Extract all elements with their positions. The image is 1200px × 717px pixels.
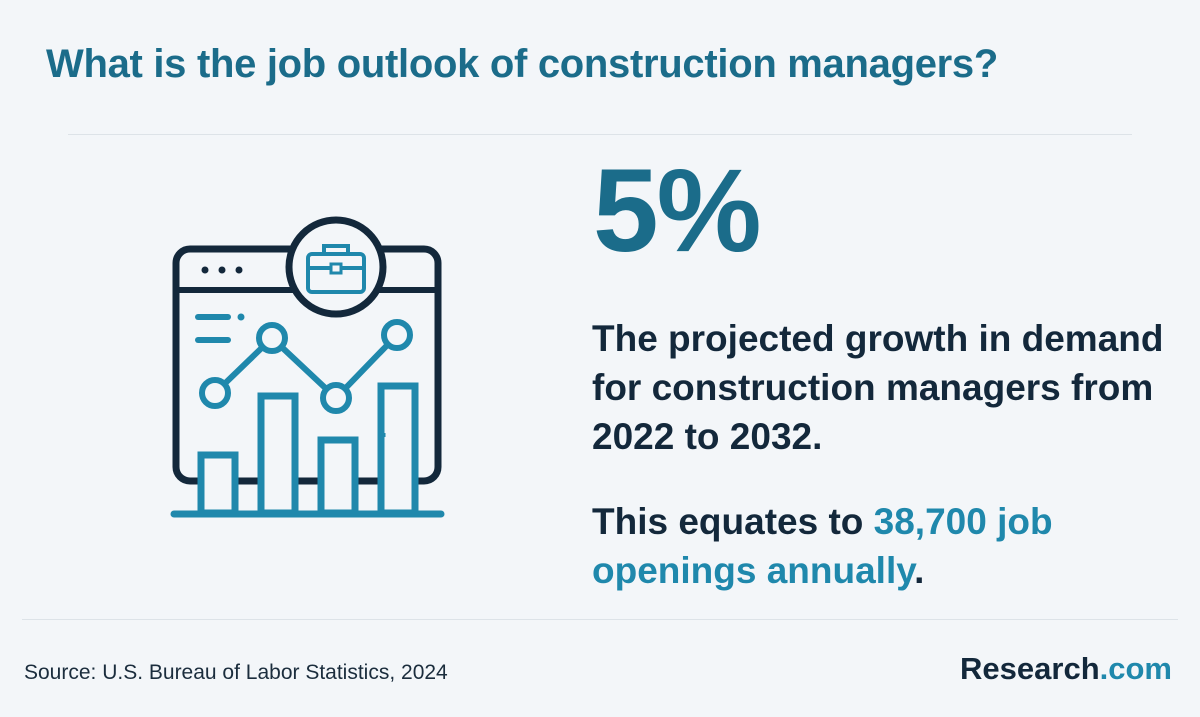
bottom-divider bbox=[22, 619, 1178, 620]
top-divider bbox=[68, 134, 1132, 135]
growth-description: The projected growth in demand for const… bbox=[592, 318, 1164, 457]
source-citation: Source: U.S. Bureau of Labor Statistics,… bbox=[24, 661, 448, 684]
page-title: What is the job outlook of construction … bbox=[46, 42, 998, 86]
growth-percentage: 5% bbox=[593, 145, 762, 277]
window-dots-icon bbox=[201, 266, 243, 274]
trend-line-icon bbox=[199, 319, 413, 414]
bar-chart-icon bbox=[197, 382, 419, 517]
job-openings-highlight: 38,700 job openings annually bbox=[592, 501, 1053, 591]
brand-logo: Research.com bbox=[960, 651, 1172, 687]
job-openings-statement: This equates to 38,700 job openings annu… bbox=[592, 497, 1152, 595]
brand-suffix: .com bbox=[1099, 651, 1172, 686]
job-openings-prefix: This equates to bbox=[592, 501, 874, 542]
briefcase-icon bbox=[285, 216, 387, 318]
brand-name: Research bbox=[960, 651, 1100, 686]
growth-chart-briefcase-icon bbox=[170, 216, 445, 518]
illustration bbox=[165, 215, 445, 525]
job-openings-suffix: . bbox=[914, 550, 925, 591]
